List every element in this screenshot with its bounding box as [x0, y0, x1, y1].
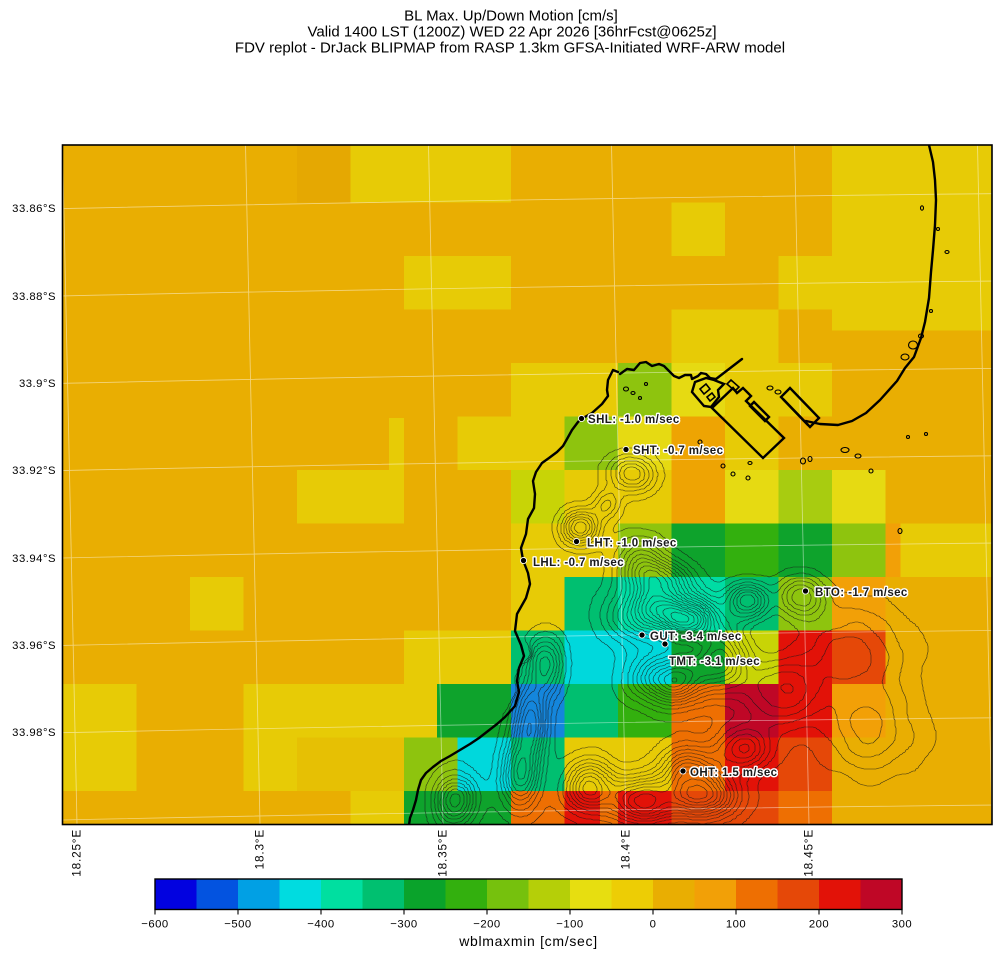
svg-text:SHL: -1.0 m/sec: SHL: -1.0 m/sec — [588, 414, 680, 426]
svg-text:Valid 1400 LST (1200Z) WED 22: Valid 1400 LST (1200Z) WED 22 Apr 2026 [… — [307, 24, 716, 41]
svg-text:300: 300 — [892, 919, 912, 931]
svg-text:−300: −300 — [390, 919, 417, 931]
svg-text:−400: −400 — [307, 919, 334, 931]
svg-text:SHT: -0.7 m/sec: SHT: -0.7 m/sec — [633, 445, 724, 457]
svg-text:0: 0 — [650, 919, 657, 931]
svg-text:33.96°S: 33.96°S — [12, 640, 56, 652]
svg-text:100: 100 — [726, 919, 746, 931]
svg-text:33.92°S: 33.92°S — [12, 465, 56, 477]
svg-text:18.4°E: 18.4°E — [619, 829, 633, 869]
svg-text:FDV replot - DrJack BLIPMAP fr: FDV replot - DrJack BLIPMAP from RASP 1.… — [235, 40, 785, 57]
svg-text:33.94°S: 33.94°S — [12, 553, 56, 565]
svg-text:18.25°E: 18.25°E — [70, 829, 84, 877]
svg-text:33.86°S: 33.86°S — [12, 203, 56, 215]
svg-text:33.98°S: 33.98°S — [12, 727, 56, 739]
svg-text:−500: −500 — [224, 919, 251, 931]
svg-text:33.9°S: 33.9°S — [19, 378, 56, 390]
svg-text:18.3°E: 18.3°E — [253, 829, 267, 869]
svg-text:TMT: -3.1 m/sec: TMT: -3.1 m/sec — [669, 656, 760, 668]
svg-text:LHT: -1.0 m/sec: LHT: -1.0 m/sec — [587, 538, 677, 550]
svg-text:33.88°S: 33.88°S — [12, 291, 56, 303]
svg-text:18.35°E: 18.35°E — [436, 829, 450, 877]
svg-text:OHT: 1.5 m/sec: OHT: 1.5 m/sec — [690, 767, 778, 779]
svg-text:wblmaxmin [cm/sec]: wblmaxmin [cm/sec] — [458, 933, 598, 949]
svg-text:LHL: -0.7 m/sec: LHL: -0.7 m/sec — [533, 557, 624, 569]
svg-text:−600: −600 — [141, 919, 168, 931]
svg-text:BTO: -1.7 m/sec: BTO: -1.7 m/sec — [815, 587, 908, 599]
svg-text:−200: −200 — [473, 919, 500, 931]
svg-text:GUT: -3.4 m/sec: GUT: -3.4 m/sec — [650, 631, 742, 643]
svg-text:−100: −100 — [556, 919, 583, 931]
svg-text:BL Max. Up/Down Motion [cm/s]: BL Max. Up/Down Motion [cm/s] — [404, 8, 618, 25]
svg-text:200: 200 — [809, 919, 829, 931]
svg-text:18.45°E: 18.45°E — [802, 829, 816, 877]
